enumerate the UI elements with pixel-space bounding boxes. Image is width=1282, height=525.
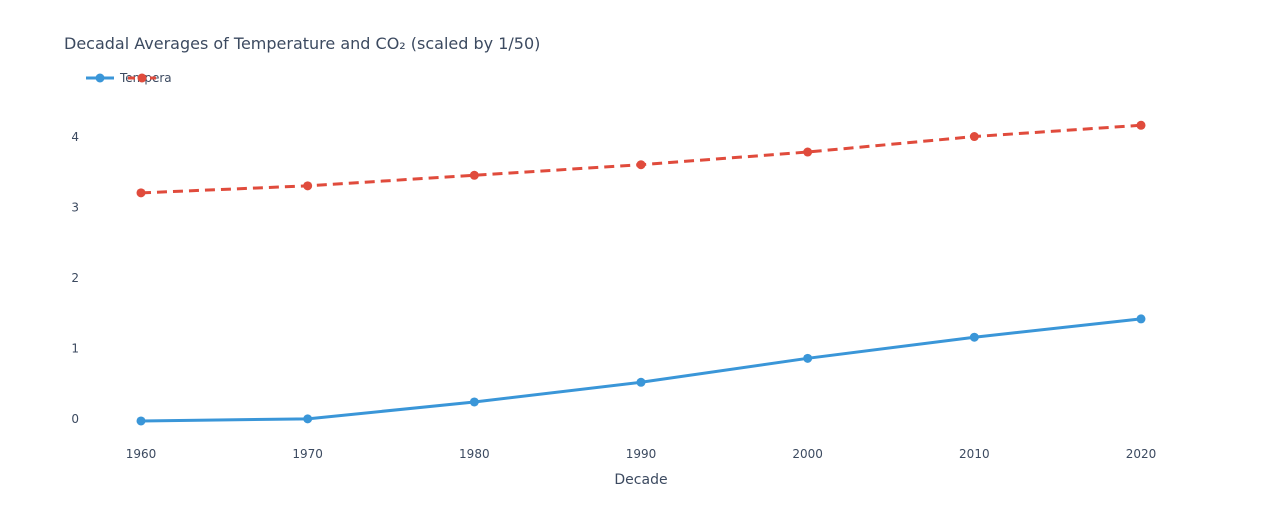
x-tick-label: 2000 <box>792 447 823 461</box>
series-line <box>140 317 1142 423</box>
data-point <box>469 170 479 180</box>
y-tick-label: 2 <box>71 271 79 285</box>
x-tick-label: 2010 <box>959 447 990 461</box>
x-tick-label: 1960 <box>126 447 157 461</box>
chart-title: Decadal Averages of Temperature and CO₂ … <box>64 34 541 53</box>
legend-marker <box>95 73 105 83</box>
data-point <box>303 414 313 424</box>
x-tick-label: 1970 <box>292 447 323 461</box>
y-tick-label: 1 <box>71 341 79 355</box>
x-tick-label: 2020 <box>1126 447 1157 461</box>
data-point <box>969 332 979 342</box>
data-point <box>803 147 813 157</box>
y-tick-label: 4 <box>71 130 79 144</box>
series-line <box>140 123 1142 195</box>
data-point <box>969 132 979 142</box>
y-tick-label: 3 <box>71 201 79 215</box>
data-point <box>1136 120 1146 130</box>
data-point <box>136 188 146 198</box>
data-point <box>136 416 146 426</box>
x-tick-label: 1990 <box>626 447 657 461</box>
data-point <box>1136 314 1146 324</box>
y-tick-label: 0 <box>71 412 79 426</box>
legend-marker <box>137 73 147 83</box>
data-point <box>303 181 313 191</box>
x-axis-title: Decade <box>614 472 668 488</box>
data-point <box>803 353 813 363</box>
data-point <box>636 160 646 170</box>
x-tick-label: 1980 <box>459 447 490 461</box>
data-point <box>636 377 646 387</box>
data-point <box>469 397 479 407</box>
